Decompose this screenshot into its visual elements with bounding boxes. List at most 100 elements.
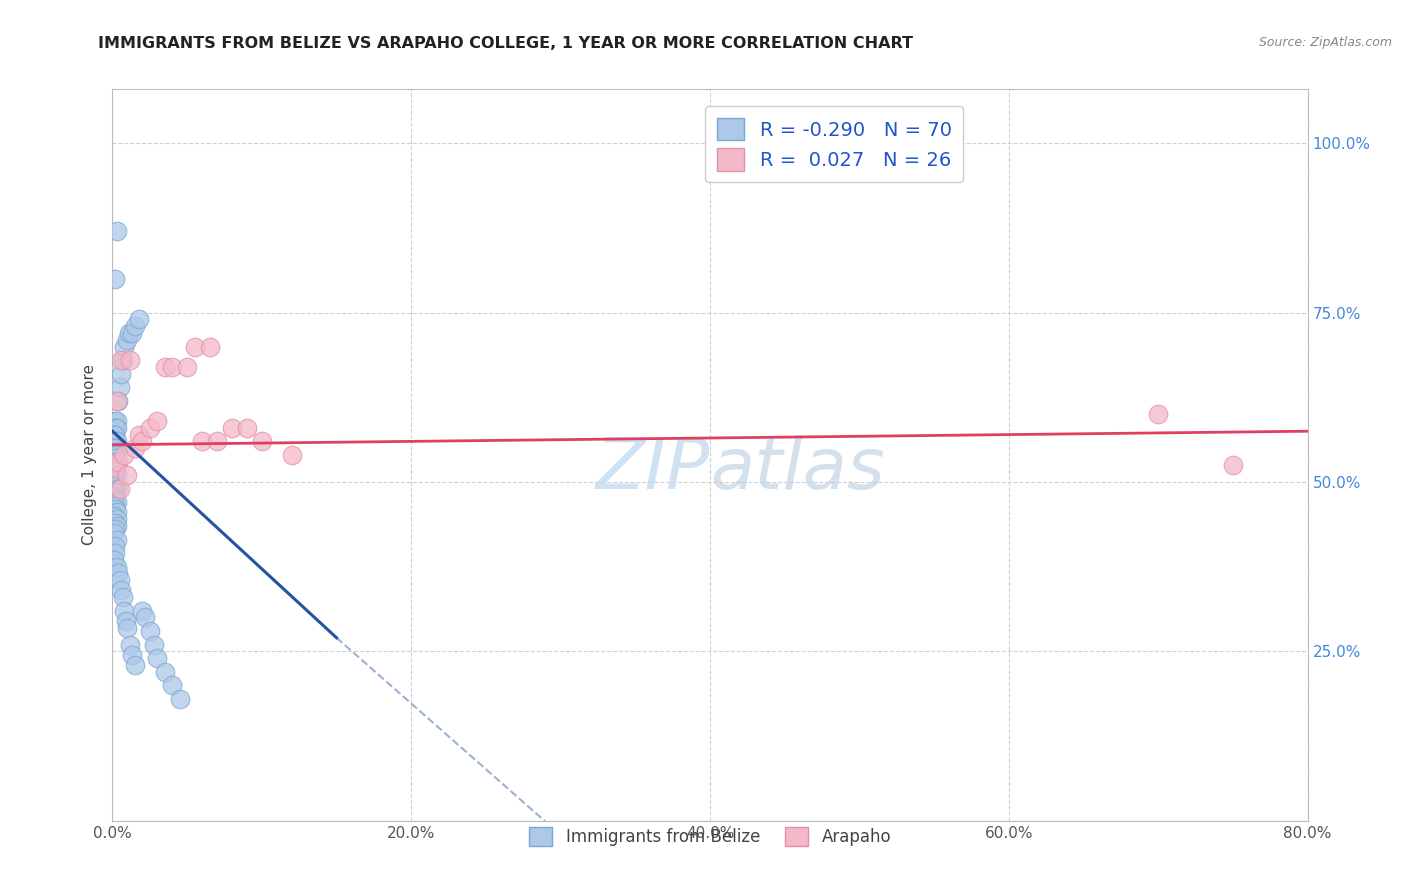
Point <box>1147 407 1170 421</box>
Point <box>121 326 143 340</box>
Point <box>104 491 127 506</box>
Point <box>104 485 127 500</box>
Point <box>105 444 128 458</box>
Point <box>139 624 162 638</box>
Legend: Immigrants from Belize, Arapaho: Immigrants from Belize, Arapaho <box>522 820 898 853</box>
Point <box>139 421 162 435</box>
Point <box>124 441 146 455</box>
Point <box>104 502 127 516</box>
Point <box>105 519 128 533</box>
Point <box>115 614 138 628</box>
Point <box>121 648 143 662</box>
Point <box>124 319 146 334</box>
Point <box>105 506 128 520</box>
Point <box>114 340 135 354</box>
Point <box>134 610 156 624</box>
Point <box>1222 458 1244 472</box>
Point <box>107 393 129 408</box>
Point <box>104 427 127 442</box>
Point <box>105 434 128 449</box>
Point <box>104 539 127 553</box>
Point <box>104 461 127 475</box>
Point <box>105 458 128 472</box>
Point <box>105 468 128 483</box>
Point <box>250 434 273 449</box>
Point <box>236 421 259 435</box>
Point <box>103 441 125 455</box>
Point <box>104 451 127 466</box>
Point <box>103 508 125 523</box>
Point <box>281 448 304 462</box>
Text: IMMIGRANTS FROM BELIZE VS ARAPAHO COLLEGE, 1 YEAR OR MORE CORRELATION CHART: IMMIGRANTS FROM BELIZE VS ARAPAHO COLLEG… <box>98 36 914 51</box>
Point <box>117 468 139 483</box>
Point <box>183 340 205 354</box>
Text: Source: ZipAtlas.com: Source: ZipAtlas.com <box>1258 36 1392 49</box>
Point <box>108 573 131 587</box>
Point <box>114 604 135 618</box>
Point <box>131 434 153 449</box>
Point <box>146 651 169 665</box>
Point <box>103 489 125 503</box>
Point <box>162 678 183 692</box>
Point <box>104 434 127 449</box>
Point <box>120 638 142 652</box>
Point <box>153 665 176 679</box>
Point <box>221 421 243 435</box>
Point <box>176 359 198 374</box>
Text: ZIP: ZIP <box>596 435 710 504</box>
Point <box>120 353 142 368</box>
Point <box>146 414 169 428</box>
Point <box>205 434 228 449</box>
Point <box>114 448 135 462</box>
Point <box>124 657 146 672</box>
Point <box>104 546 127 560</box>
Point <box>110 367 132 381</box>
Point <box>108 380 131 394</box>
Point <box>108 482 131 496</box>
Point <box>110 583 132 598</box>
Point <box>105 414 128 428</box>
Point <box>104 472 127 486</box>
Point <box>128 427 150 442</box>
Point <box>107 566 129 581</box>
Point <box>105 482 128 496</box>
Point <box>105 421 128 435</box>
Point <box>169 691 191 706</box>
Point <box>104 448 127 462</box>
Point <box>104 499 127 513</box>
Point <box>198 340 221 354</box>
Point <box>107 455 129 469</box>
Point <box>103 427 125 442</box>
Point <box>105 559 128 574</box>
Point <box>110 353 132 368</box>
Point <box>111 590 134 604</box>
Text: atlas: atlas <box>710 435 884 504</box>
Point <box>105 393 128 408</box>
Point <box>104 421 127 435</box>
Point <box>104 516 127 530</box>
Point <box>103 553 125 567</box>
Point <box>117 621 139 635</box>
Point <box>103 525 125 540</box>
Point <box>103 475 125 489</box>
Point <box>143 638 166 652</box>
Y-axis label: College, 1 year or more: College, 1 year or more <box>82 365 97 545</box>
Point <box>104 272 127 286</box>
Point <box>162 359 183 374</box>
Point <box>131 604 153 618</box>
Point <box>105 512 128 526</box>
Point <box>128 312 150 326</box>
Point <box>191 434 214 449</box>
Point <box>105 224 128 238</box>
Point <box>111 353 134 368</box>
Point <box>153 359 176 374</box>
Point <box>104 465 127 479</box>
Point <box>104 441 127 455</box>
Point <box>105 495 128 509</box>
Point <box>118 326 141 340</box>
Point <box>105 533 128 547</box>
Point <box>104 523 127 537</box>
Point <box>104 414 127 428</box>
Point <box>104 478 127 492</box>
Point <box>117 333 139 347</box>
